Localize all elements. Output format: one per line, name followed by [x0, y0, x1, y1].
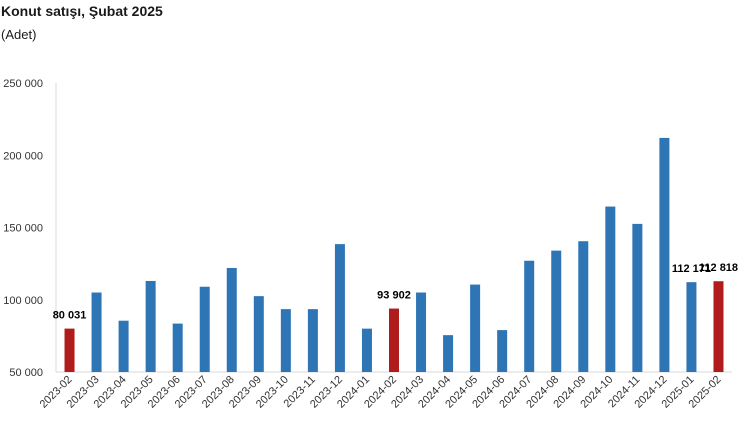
data-label: 112 171	[672, 263, 711, 275]
bar-2023-11	[307, 309, 318, 372]
bar-2023-03	[91, 292, 102, 372]
bar-2024-09	[578, 241, 589, 372]
bar-2023-05	[145, 280, 156, 372]
bar-2024-10	[605, 206, 616, 372]
bar-2023-02	[64, 328, 75, 372]
bar-2023-04	[118, 320, 129, 372]
bar-2024-03	[416, 292, 427, 372]
bar-2023-12	[334, 244, 345, 372]
bar-2024-04	[443, 335, 454, 372]
bar-2025-01	[686, 282, 697, 372]
bar-2024-08	[551, 250, 562, 372]
bar-2024-01	[361, 328, 372, 372]
bar-2025-02	[713, 281, 724, 372]
bar-2023-09	[253, 296, 264, 372]
bar-2023-06	[172, 323, 183, 372]
y-tick-label: 250 000	[3, 78, 43, 90]
bar-2023-08	[226, 267, 237, 372]
bar-2023-07	[199, 286, 210, 372]
chart-title: Konut satışı, Şubat 2025	[1, 3, 163, 19]
bar-2024-11	[632, 223, 643, 372]
bar-2024-06	[497, 330, 508, 372]
bar-2023-10	[280, 309, 291, 372]
y-tick-label: 50 000	[9, 367, 43, 379]
bar-2024-07	[524, 260, 535, 372]
bar-2024-05	[470, 284, 481, 372]
bar-2024-02	[389, 308, 399, 372]
data-label: 112 818	[699, 262, 738, 274]
y-tick-label: 100 000	[3, 295, 43, 307]
bar-2024-12	[659, 137, 670, 372]
data-label: 93 902	[377, 290, 411, 302]
y-tick-label: 150 000	[3, 223, 43, 235]
chart-subtitle: (Adet)	[1, 27, 37, 42]
y-tick-label: 200 000	[3, 150, 43, 162]
data-label: 80 031	[53, 310, 87, 322]
